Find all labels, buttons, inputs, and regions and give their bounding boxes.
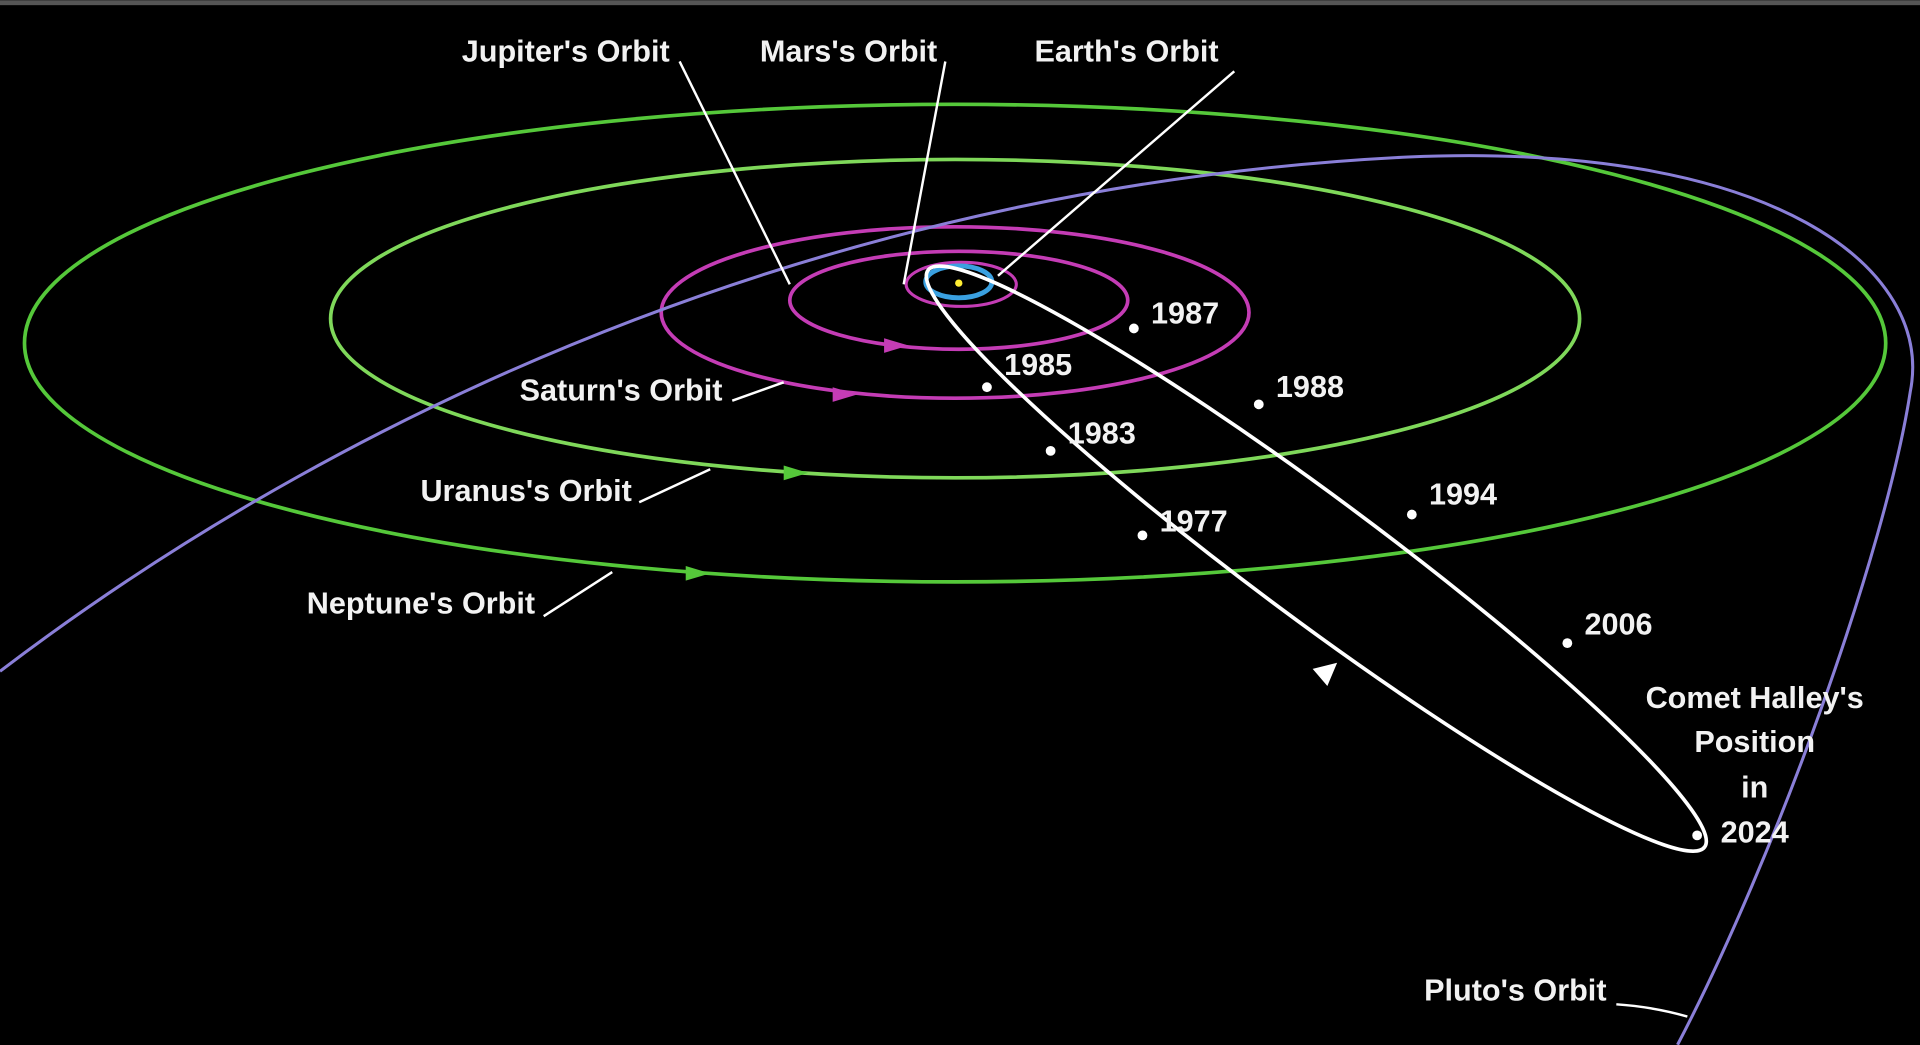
orbit-label: Neptune's Orbit <box>307 587 535 621</box>
position-dot <box>1129 324 1139 334</box>
year-label: 1977 <box>1160 505 1228 539</box>
year-label: 1988 <box>1276 370 1344 404</box>
year-label: 1983 <box>1068 417 1136 451</box>
sun <box>955 279 962 286</box>
page: Jupiter's Orbit Mars's Orbit Earth's Orb… <box>0 0 1920 1045</box>
year-label: 2006 <box>1584 608 1652 642</box>
year-label: 1985 <box>1004 348 1072 382</box>
comet-label: Position <box>1694 725 1815 759</box>
position-dot <box>982 382 992 392</box>
orbit-label: Jupiter's Orbit <box>462 34 670 68</box>
year-label: 1994 <box>1429 478 1497 512</box>
comet-label: in <box>1741 770 1768 804</box>
position-dot <box>1562 638 1572 648</box>
position-dot <box>1692 830 1702 840</box>
orbit-label: Uranus's Orbit <box>420 474 631 508</box>
background <box>0 0 1920 1044</box>
position-dot <box>1407 510 1417 520</box>
comet-label: Comet Halley's <box>1646 681 1864 715</box>
comet-label: 2024 <box>1721 816 1789 850</box>
position-dot <box>1138 530 1148 540</box>
solar-system-diagram: Jupiter's Orbit Mars's Orbit Earth's Orb… <box>0 0 1920 1045</box>
position-dot <box>1046 446 1056 456</box>
orbit-label: Earth's Orbit <box>1034 34 1218 68</box>
top-border <box>0 0 1920 5</box>
orbit-label: Mars's Orbit <box>760 34 937 68</box>
orbit-label: Saturn's Orbit <box>520 374 723 408</box>
orbit-label: Pluto's Orbit <box>1424 974 1606 1008</box>
year-label: 1987 <box>1151 297 1219 331</box>
position-dot <box>1254 399 1264 409</box>
